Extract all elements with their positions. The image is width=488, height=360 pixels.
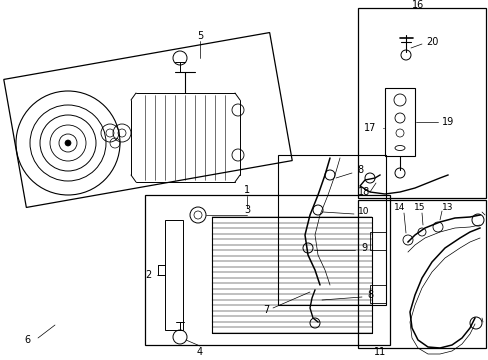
Text: 2: 2: [144, 270, 151, 280]
Bar: [357, 200, 485, 348]
Text: 19: 19: [441, 117, 453, 127]
Bar: [145, 195, 389, 345]
Text: 8: 8: [366, 290, 372, 300]
Text: 15: 15: [413, 203, 425, 212]
Bar: [369, 232, 385, 250]
Text: 10: 10: [358, 207, 369, 216]
Text: 13: 13: [441, 203, 453, 212]
Text: 5: 5: [197, 31, 203, 41]
Text: 9: 9: [360, 243, 366, 253]
Text: 16: 16: [411, 0, 423, 10]
Text: 3: 3: [244, 205, 249, 215]
Text: 18: 18: [357, 187, 369, 197]
Circle shape: [65, 140, 71, 146]
Text: 1: 1: [244, 185, 249, 195]
Bar: [278, 155, 385, 305]
Text: 20: 20: [425, 37, 437, 47]
Text: 6: 6: [24, 335, 30, 345]
Text: 17: 17: [363, 123, 375, 133]
Text: 7: 7: [263, 305, 268, 315]
Bar: [369, 285, 385, 303]
Text: 8: 8: [356, 165, 362, 175]
Text: 12: 12: [487, 311, 488, 320]
Text: 14: 14: [393, 203, 405, 212]
Bar: [357, 8, 485, 198]
Text: 4: 4: [197, 347, 203, 357]
Bar: [164, 220, 183, 330]
Text: 11: 11: [373, 347, 386, 357]
Bar: [384, 88, 414, 156]
Text: 12: 12: [487, 206, 488, 215]
